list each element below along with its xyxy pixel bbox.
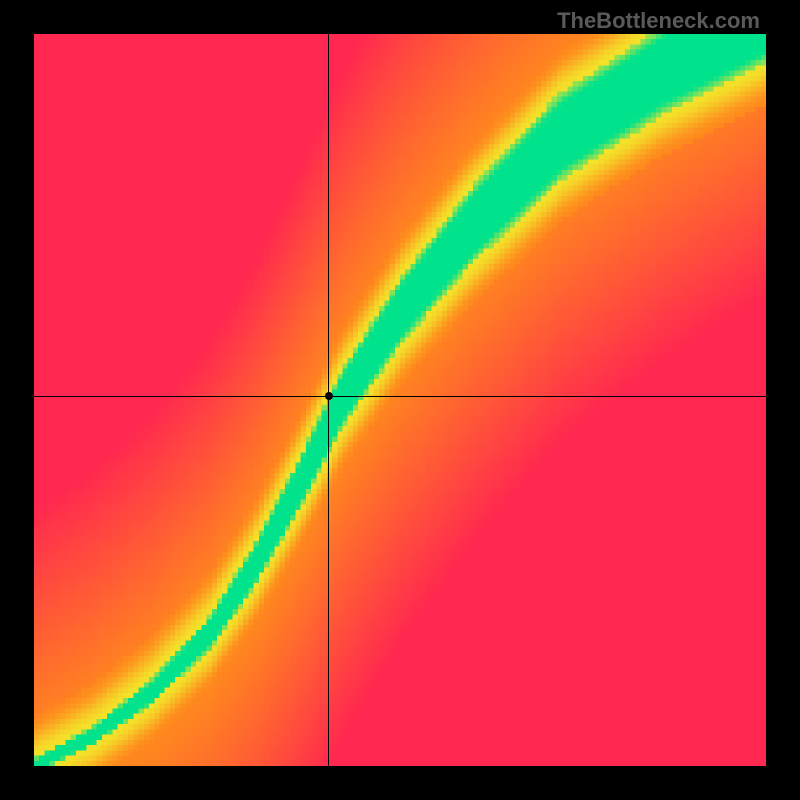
chart-container: TheBottleneck.com: [0, 0, 800, 800]
crosshair-horizontal: [34, 396, 766, 397]
watermark-text: TheBottleneck.com: [557, 8, 760, 34]
heatmap-canvas: [34, 34, 766, 766]
